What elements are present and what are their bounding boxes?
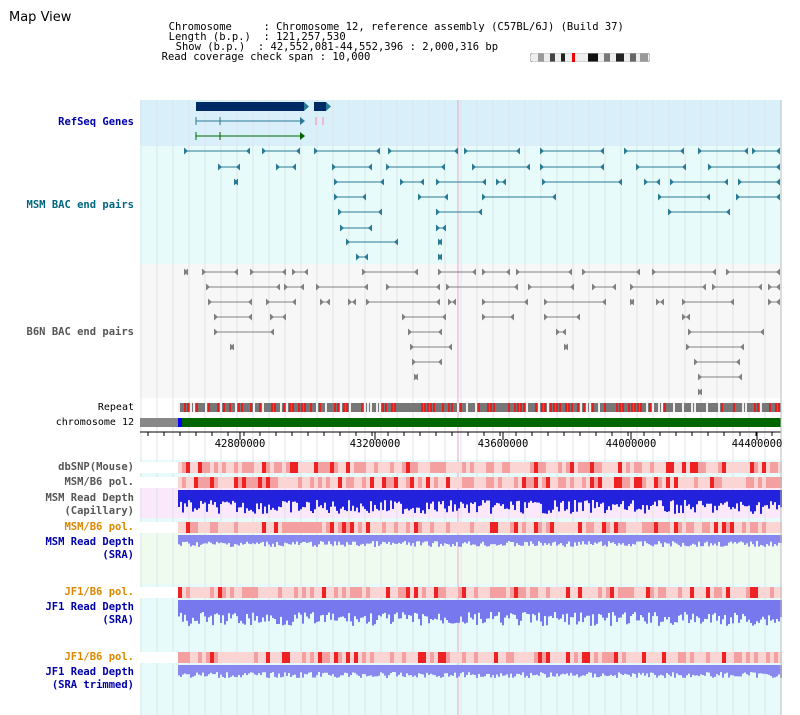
axis-tick-label: 43600000 (477, 438, 529, 450)
track-label-msm-bac[interactable]: MSM BAC end pairs (26, 199, 134, 211)
track-label-repeat: Repeat (97, 402, 134, 413)
track-label-jf1-sra-depth-2: (SRA) (102, 614, 134, 626)
length-label: Length (b.p.) (168, 31, 251, 43)
track-label-jf1-sra-depth-1[interactable]: JF1 Read Depth (45, 601, 134, 613)
chromosome-unassembled (140, 418, 178, 427)
chromosome-label: Chromosome (168, 21, 232, 33)
track-label-msm-b6-pol-2[interactable]: MSM/B6 pol. (64, 521, 134, 533)
coverage-label: Read coverage check span (161, 51, 314, 63)
length-info: Length (b.p.) : 121,257,530 (168, 31, 346, 43)
jf1-sra-depth-track (178, 600, 782, 626)
axis-tick-label: 44400000 (731, 438, 783, 450)
track-label-msm-b6-pol-1[interactable]: MSM/B6 pol. (64, 476, 134, 488)
repeat-track-segments (178, 403, 780, 412)
axis-tick-label: 43200000 (349, 438, 401, 450)
chromosome-bar (182, 418, 781, 427)
refseq-genes (195, 102, 331, 140)
length-value: 121,257,530 (276, 31, 346, 43)
chromosome-info: Chromosome : Chromosome 12, reference as… (168, 21, 624, 33)
msm-capillary-depth-track (178, 490, 782, 514)
track-label-msm-cap-depth-1[interactable]: MSM Read Depth (45, 492, 134, 504)
map-view-title: Map View (9, 10, 72, 25)
track-label-jf1-trim-depth-2: (SRA trimmed) (51, 679, 134, 691)
jf1-b6-pol-track-1 (140, 587, 782, 598)
msm-b6-pol-track-2 (140, 522, 782, 533)
chromosome-view-start (178, 418, 182, 427)
show-label: Show (b.p.) (175, 41, 246, 53)
chromosome-ideogram-icon[interactable] (530, 53, 650, 62)
track-label-msm-sra-depth-1[interactable]: MSM Read Depth (45, 536, 134, 548)
msm-bac-end-pairs (184, 147, 780, 261)
track-label-jf1-b6-pol-1[interactable]: JF1/B6 pol. (64, 586, 134, 598)
coverage-value: 10,000 (332, 51, 371, 63)
show-info: Show (b.p.) : 42,552,081-44,552,396 : 2,… (175, 41, 499, 53)
track-label-dbsnp[interactable]: dbSNP(Mouse) (58, 461, 134, 473)
axis-minor-ticks (147, 432, 773, 440)
show-value: 42,552,081-44,552,396 : 2,000,316 bp (270, 41, 499, 53)
track-label-msm-cap-depth-2: (Capillary) (64, 505, 134, 517)
track-label-msm-sra-depth-2: (SRA) (102, 549, 134, 561)
track-label-jf1-b6-pol-2[interactable]: JF1/B6 pol. (64, 651, 134, 663)
jf1-b6-pol-track-2 (140, 652, 782, 663)
dbsnp-track (140, 462, 782, 473)
chromosome-value: Chromosome 12, reference assembly (C57BL… (276, 21, 624, 33)
msm-sra-depth-track (178, 535, 782, 547)
track-label-chromosome: chromosome 12 (55, 417, 134, 428)
coverage-info: Read coverage check span : 10,000 (161, 51, 371, 63)
track-label-refseq[interactable]: RefSeq Genes (58, 116, 134, 128)
msm-b6-pol-track-1 (140, 477, 782, 488)
axis-tick-label: 44000000 (605, 438, 657, 450)
b6n-bac-end-pairs (184, 268, 780, 396)
track-label-b6n-bac[interactable]: B6N BAC end pairs (26, 326, 134, 338)
track-label-jf1-trim-depth-1[interactable]: JF1 Read Depth (45, 666, 134, 678)
axis-tick-label: 42800000 (214, 438, 266, 450)
jf1-sra-trimmed-depth-track (178, 665, 782, 678)
